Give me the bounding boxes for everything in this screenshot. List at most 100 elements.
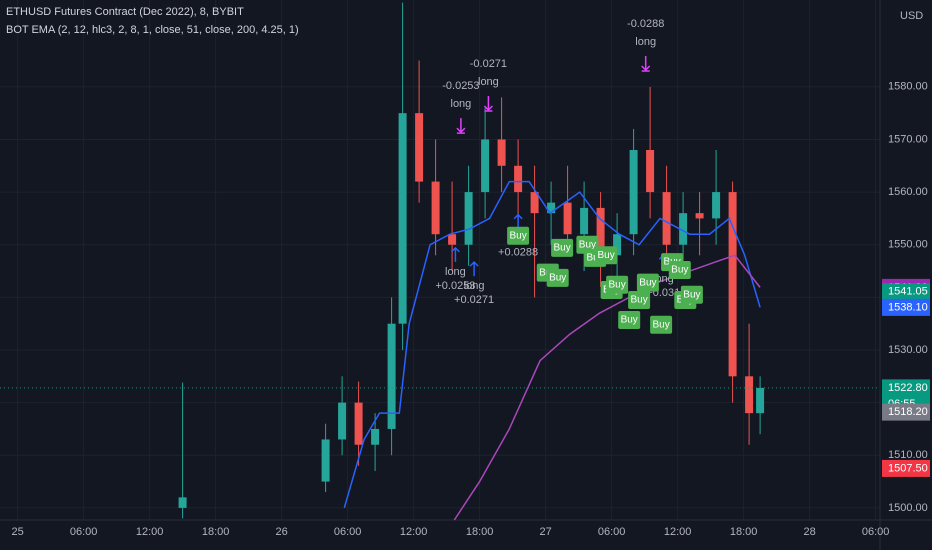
candle-body bbox=[530, 192, 539, 214]
candle-body bbox=[695, 213, 704, 219]
candle-body bbox=[596, 207, 605, 256]
signal-value: +0.0288 bbox=[498, 247, 538, 259]
candle-body bbox=[481, 139, 490, 193]
price-tag bbox=[882, 298, 930, 316]
buy-label-box bbox=[618, 311, 641, 329]
candle-body bbox=[354, 402, 363, 445]
sell-arrow bbox=[483, 96, 493, 112]
candle-body bbox=[371, 428, 380, 445]
y-tick-label: 1570.00 bbox=[888, 133, 928, 145]
buy-label: Buy bbox=[639, 277, 656, 288]
buy-label: Buy bbox=[509, 230, 526, 241]
y-tick-label: 1560.00 bbox=[888, 186, 928, 198]
price-tag bbox=[882, 403, 930, 421]
signal-label: long bbox=[464, 280, 485, 292]
candle-body bbox=[712, 192, 721, 219]
x-tick-label: 06:00 bbox=[334, 526, 362, 538]
candle-body bbox=[679, 213, 688, 245]
indicator-label: BOT EMA (2, 12, hlc3, 2, 8, 1, close, 51… bbox=[6, 24, 299, 36]
x-tick-label: 28 bbox=[803, 526, 815, 538]
candle-body bbox=[756, 387, 765, 414]
signal-value: -0.0288 bbox=[627, 18, 664, 30]
buy-label-box bbox=[546, 268, 569, 287]
y-tick-label: 1530.00 bbox=[888, 344, 928, 356]
candle-body bbox=[646, 150, 655, 193]
buy-label-box bbox=[680, 285, 703, 304]
buy-label: Buy bbox=[579, 239, 596, 250]
y-tick-label: 1580.00 bbox=[888, 81, 928, 93]
buy-arrow bbox=[450, 246, 460, 262]
candle-body bbox=[464, 192, 473, 245]
signal-label: long bbox=[451, 98, 472, 110]
buy-label: Buy bbox=[621, 315, 638, 326]
signal-label: long bbox=[445, 266, 466, 278]
y-tick-label: 1510.00 bbox=[888, 449, 928, 461]
buy-label-box bbox=[507, 226, 530, 245]
x-tick-label: 06:00 bbox=[598, 526, 626, 538]
signal-value: -0.0253 bbox=[442, 80, 479, 92]
candle-body bbox=[728, 192, 737, 377]
candle-body bbox=[398, 113, 407, 324]
buy-label: Buy bbox=[553, 243, 570, 254]
ema-line bbox=[453, 254, 761, 521]
candle-body bbox=[178, 497, 187, 508]
ema-line bbox=[343, 180, 761, 509]
candle-body bbox=[580, 207, 589, 235]
signal-label: long bbox=[478, 76, 499, 88]
x-tick-label: 12:00 bbox=[400, 526, 428, 538]
signal-value: +0.0271 bbox=[454, 294, 494, 306]
candle-body bbox=[387, 323, 396, 429]
candle-body bbox=[431, 181, 440, 235]
signal-label: long bbox=[635, 36, 656, 48]
x-tick-label: 18:00 bbox=[202, 526, 230, 538]
x-tick-label: 18:00 bbox=[466, 526, 494, 538]
price-tag-label: 1538.10 bbox=[888, 301, 928, 313]
x-tick-label: 26 bbox=[275, 526, 287, 538]
buy-label: Buy bbox=[549, 273, 566, 284]
candle-body bbox=[613, 234, 622, 256]
price-tag bbox=[882, 459, 930, 477]
candle-body bbox=[338, 402, 347, 440]
currency-label: USD bbox=[900, 10, 923, 22]
buy-arrow bbox=[513, 213, 523, 229]
chart-title: ETHUSD Futures Contract (Dec 2022), 8, B… bbox=[6, 6, 244, 18]
x-tick-label: 27 bbox=[539, 526, 551, 538]
candle-body bbox=[497, 139, 506, 166]
candle-body bbox=[662, 192, 671, 245]
buy-label: Buy bbox=[652, 319, 669, 330]
price-tag-label: 1518.20 bbox=[888, 406, 928, 418]
buy-label-box bbox=[628, 291, 651, 309]
candle-body bbox=[629, 150, 638, 235]
candle-body bbox=[415, 113, 424, 182]
candle-body bbox=[745, 376, 754, 414]
buy-label-box bbox=[551, 238, 574, 257]
x-tick-label: 06:00 bbox=[862, 526, 890, 538]
y-tick-label: 1550.00 bbox=[888, 239, 928, 251]
buy-label-box bbox=[606, 275, 629, 294]
buy-label-box bbox=[650, 315, 673, 334]
buy-label: Buy bbox=[671, 265, 688, 276]
buy-label: Buy bbox=[630, 295, 647, 306]
x-tick-label: 25 bbox=[11, 526, 23, 538]
candle-body bbox=[448, 234, 457, 245]
price-tag-label: 1507.50 bbox=[888, 462, 928, 474]
buy-label: Buy bbox=[597, 250, 614, 261]
signal-value: -0.0271 bbox=[470, 58, 507, 70]
buy-label-box bbox=[668, 261, 691, 279]
candle-body bbox=[514, 165, 523, 193]
price-tag-label: 1541.05 bbox=[888, 286, 928, 298]
buy-label: Buy bbox=[683, 289, 700, 300]
candle-body bbox=[321, 439, 330, 482]
buy-arrow bbox=[469, 261, 479, 277]
x-tick-label: 12:00 bbox=[664, 526, 692, 538]
y-tick-label: 1500.00 bbox=[888, 502, 928, 514]
candle-body bbox=[563, 202, 572, 235]
price-tag-label: 1522.80 bbox=[888, 382, 928, 394]
x-tick-label: 12:00 bbox=[136, 526, 164, 538]
buy-label-box bbox=[636, 273, 659, 292]
sell-arrow bbox=[456, 118, 466, 134]
x-tick-label: 06:00 bbox=[70, 526, 98, 538]
price-tag bbox=[882, 283, 930, 301]
x-tick-label: 18:00 bbox=[730, 526, 758, 538]
